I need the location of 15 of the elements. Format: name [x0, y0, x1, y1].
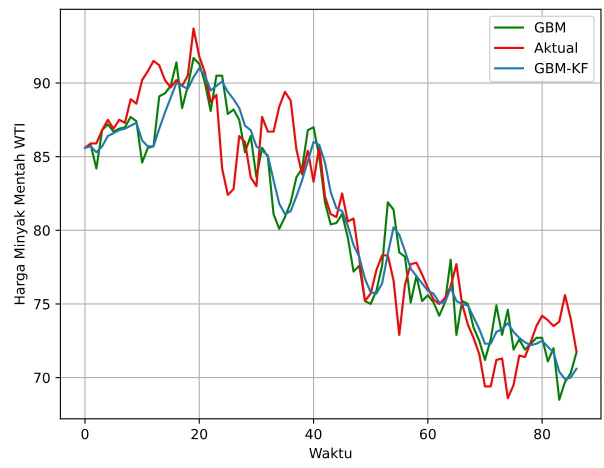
- y-tick-label: 90: [34, 78, 50, 88]
- x-tick-label: 40: [305, 428, 322, 440]
- x-tick-label: 60: [420, 428, 436, 440]
- x-axis-title: Waktu: [309, 448, 352, 458]
- y-tick-label: 75: [34, 299, 50, 310]
- y-tick-label: 70: [34, 372, 50, 384]
- x-tick-label: 20: [191, 428, 208, 440]
- legend-label: GBM: [534, 22, 566, 33]
- legend-label: GBM-KF: [534, 62, 588, 74]
- legend-label: Aktual: [534, 42, 577, 53]
- y-axis-title: Harga Minyak Mentah WTI: [14, 124, 28, 304]
- x-tick-label: 0: [81, 428, 88, 440]
- x-tick-label: 80: [534, 428, 550, 440]
- y-tick-label: 85: [34, 152, 50, 162]
- y-tick-label: 80: [34, 225, 50, 236]
